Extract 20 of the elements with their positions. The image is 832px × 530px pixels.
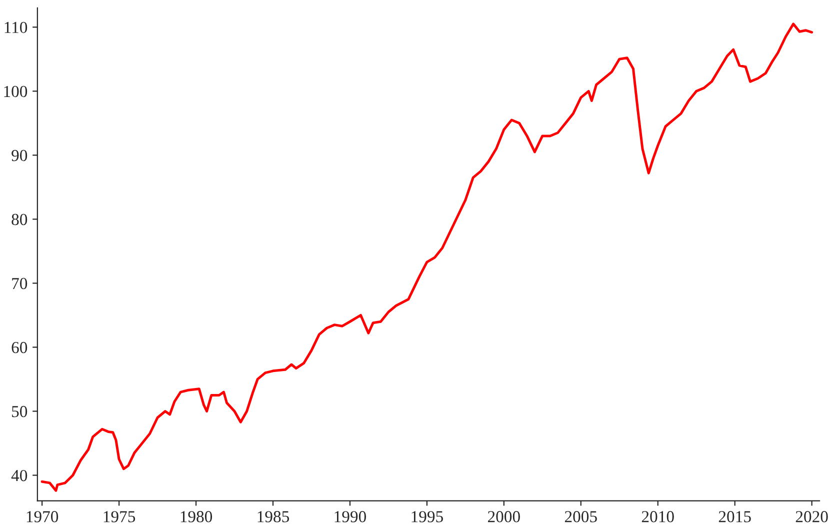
x-tick-label: 1970 (26, 511, 58, 522)
x-tick-label: 2015 (718, 511, 751, 522)
line-series (40, 22, 814, 492)
y-tick-label: 90 (12, 150, 28, 162)
x-tick-label: 1995 (412, 511, 443, 522)
x-tick-label: 2005 (564, 511, 597, 522)
y-tick-label: 80 (12, 214, 28, 226)
y-tick-label: 50 (12, 406, 28, 418)
x-tick-label: 1975 (104, 511, 136, 522)
y-tick-label: 100 (4, 86, 28, 98)
y-tick-label: 60 (12, 342, 28, 354)
y-tick-label: 40 (11, 470, 28, 482)
x-tick-label: 2020 (796, 511, 828, 522)
y-tick-label: 110 (4, 22, 28, 34)
y-tick-label: 70 (12, 278, 28, 290)
x-tick-label: 2010 (642, 511, 674, 522)
x-tick-label: 2000 (488, 511, 520, 522)
x-tick-label: 1990 (334, 511, 366, 522)
x-tick-label: 1985 (258, 511, 290, 522)
x-tick-label: 1980 (180, 511, 212, 522)
